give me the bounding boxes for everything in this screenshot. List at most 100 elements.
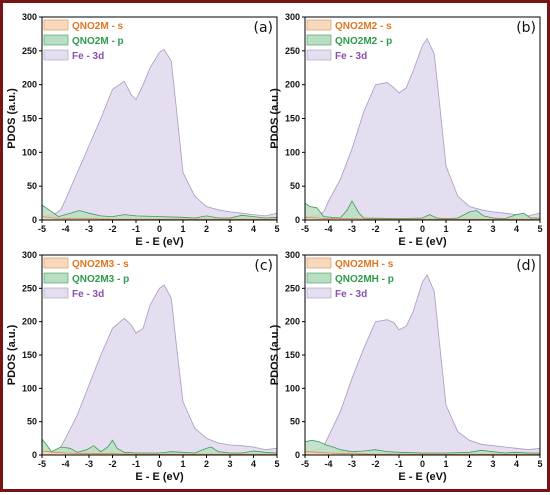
series-area-d [305, 274, 540, 455]
legend-swatch-p [43, 272, 69, 284]
y-axis-label: PDOS (a.u.) [6, 324, 18, 385]
x-tick-label: -2 [371, 459, 379, 469]
series-layer [305, 274, 540, 455]
series-area-d [42, 284, 277, 455]
legend-swatch-d [43, 49, 69, 61]
y-tick-label: 0 [295, 450, 300, 460]
y-tick-label: 250 [285, 283, 300, 293]
x-axis-label: E - E (eV) [398, 471, 447, 483]
y-tick-label: 200 [22, 80, 37, 90]
x-tick-label: 5 [274, 459, 279, 469]
x-tick-label: -4 [61, 459, 69, 469]
x-tick-label: 4 [251, 224, 256, 234]
y-tick-label: 100 [285, 383, 300, 393]
x-tick-label: 1 [443, 224, 448, 234]
x-tick-label: -1 [395, 459, 403, 469]
x-tick-label: 5 [274, 224, 279, 234]
legend-label-p: QNO2M3 - p [72, 274, 129, 285]
y-tick-label: 300 [285, 12, 300, 22]
series-area-s [305, 216, 540, 220]
x-tick-label: -3 [348, 459, 356, 469]
x-tick-label: -3 [348, 224, 356, 234]
y-tick-label: 50 [290, 417, 300, 427]
series-area-p [42, 204, 277, 220]
y-axis-label: PDOS (a.u.) [6, 88, 18, 149]
legend-label-p: QNO2M - p [72, 36, 124, 47]
x-tick-label: -1 [395, 224, 403, 234]
x-tick-label: 2 [204, 459, 209, 469]
series-area-s [42, 450, 277, 455]
x-tick-label: 0 [157, 459, 162, 469]
series-area-d [42, 48, 277, 220]
x-tick-label: 3 [227, 459, 232, 469]
series-layer [42, 284, 277, 455]
legend-label-p: QNO2MH - p [335, 274, 394, 285]
series-area-s [42, 216, 277, 220]
legend: QNO2M3 - s QNO2M3 - p Fe - 3d [43, 257, 129, 300]
y-tick-label: 100 [285, 147, 300, 157]
series-layer [42, 48, 277, 220]
series-area-d [305, 37, 540, 220]
y-tick-label: 100 [22, 147, 37, 157]
legend-swatch-p [306, 34, 332, 46]
x-tick-label: -5 [301, 459, 309, 469]
x-tick-label: 4 [514, 224, 519, 234]
panel-letter: (d) [516, 258, 536, 274]
x-tick-label: -3 [85, 459, 93, 469]
legend-label-d: Fe - 3d [72, 51, 104, 62]
y-tick-label: 150 [22, 350, 37, 360]
x-tick-label: 5 [537, 459, 542, 469]
legend-swatch-s [306, 19, 332, 31]
y-tick-label: 150 [285, 114, 300, 124]
legend-label-s: QNO2M3 - s [72, 259, 129, 270]
legend-label-s: QNO2M2 - s [335, 21, 392, 32]
panel-letter: (a) [253, 20, 273, 36]
y-tick-label: 150 [22, 114, 37, 124]
y-tick-label: 300 [22, 12, 37, 22]
legend-swatch-s [43, 257, 69, 269]
y-tick-label: 200 [285, 317, 300, 327]
x-tick-label: 3 [490, 459, 495, 469]
x-tick-label: 0 [157, 224, 162, 234]
x-tick-label: 2 [467, 224, 472, 234]
x-tick-label: -3 [85, 224, 93, 234]
legend-label-p: QNO2M2 - p [335, 36, 392, 47]
x-tick-label: -1 [132, 459, 140, 469]
legend-swatch-s [43, 19, 69, 31]
legend-swatch-d [306, 49, 332, 61]
x-tick-label: -5 [38, 224, 46, 234]
y-axis-label: PDOS (a.u.) [269, 88, 281, 149]
x-tick-label: -5 [38, 459, 46, 469]
series-area-p [305, 200, 540, 220]
x-tick-label: 4 [251, 459, 256, 469]
y-tick-label: 250 [285, 46, 300, 56]
legend-label-d: Fe - 3d [335, 289, 367, 300]
legend-label-s: QNO2M - s [72, 21, 124, 32]
series-layer [305, 37, 540, 220]
x-tick-label: -2 [108, 459, 116, 469]
legend: QNO2MH - s QNO2MH - p Fe - 3d [306, 257, 394, 300]
x-tick-label: 1 [443, 459, 448, 469]
x-tick-label: -4 [324, 459, 332, 469]
legend-swatch-p [43, 34, 69, 46]
panel-letter: (b) [516, 20, 536, 36]
y-tick-label: 300 [285, 250, 300, 260]
x-axis-label: E - E (eV) [398, 236, 447, 248]
x-tick-label: -4 [61, 224, 69, 234]
y-tick-label: 0 [295, 215, 300, 225]
y-tick-label: 50 [27, 417, 37, 427]
y-tick-label: 250 [22, 46, 37, 56]
y-tick-label: 150 [285, 350, 300, 360]
legend-swatch-d [43, 287, 69, 299]
series-area-p [305, 439, 540, 455]
y-tick-label: 50 [27, 181, 37, 191]
legend-swatch-p [306, 272, 332, 284]
y-tick-label: 250 [22, 283, 37, 293]
x-tick-label: 2 [204, 224, 209, 234]
